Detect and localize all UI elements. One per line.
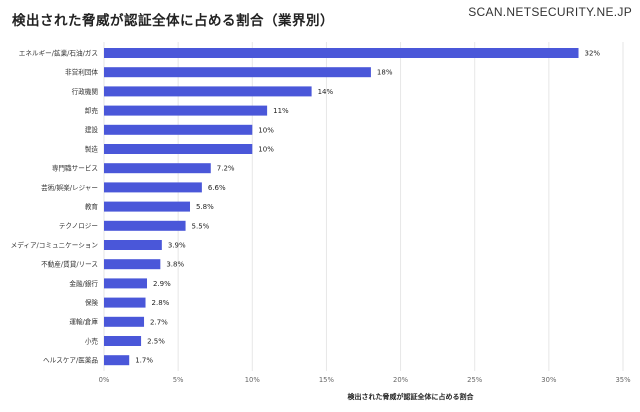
value-label: 14% (318, 88, 334, 96)
category-label: 専門職サービス (52, 164, 98, 173)
watermark: SCAN.NETSECURITY.NE.JP (468, 5, 632, 19)
bars (104, 48, 579, 366)
bar (104, 182, 202, 193)
value-label: 6.6% (208, 184, 226, 192)
bar (104, 48, 579, 58)
bar (104, 336, 142, 346)
value-label: 5.8% (196, 203, 214, 211)
x-tick-label: 25% (467, 376, 483, 384)
bar (104, 67, 371, 78)
labels: 0% 5% 10% 15% 20% 25% 30% 35% エネルギー/鉱業/石油/ガス 32% 非… (11, 48, 631, 384)
x-tick-label: 30% (541, 376, 557, 384)
bar (104, 201, 191, 212)
x-tick-label: 0% (99, 376, 110, 384)
category-label: 運輸/倉庫 (69, 317, 98, 326)
x-tick-label: 10% (245, 376, 261, 384)
category-label: ヘルスケア/医薬品 (43, 356, 98, 365)
category-label: 建設 (85, 125, 99, 134)
category-label: 不動産/賃貸/リース (41, 260, 98, 269)
bar (104, 86, 312, 97)
value-label: 2.7% (150, 318, 168, 326)
chart-title: 検出された脅威が認証全体に占める割合（業界別） (12, 13, 334, 29)
bar (104, 278, 148, 289)
x-tick-label: 35% (615, 376, 631, 384)
value-label: 7.2% (217, 165, 235, 173)
x-tick-label: 15% (319, 376, 335, 384)
category-label: 卸売 (85, 106, 99, 115)
bar (104, 316, 145, 327)
bar (104, 105, 268, 116)
grid-lines (103, 42, 624, 371)
category-label: 小売 (85, 336, 99, 345)
value-label: 3.8% (166, 261, 184, 269)
value-label: 2.8% (152, 299, 170, 307)
category-label: 製造 (85, 144, 99, 153)
value-label: 2.5% (147, 338, 165, 346)
value-label: 11% (273, 107, 289, 115)
value-label: 10% (258, 146, 274, 154)
category-label: テクノロジー (59, 222, 98, 230)
category-label: 非営利団体 (65, 68, 98, 77)
value-label: 2.9% (153, 280, 171, 288)
category-label: エネルギー/鉱業/石油/ガス (19, 48, 98, 57)
value-label: 32% (585, 50, 601, 58)
bar (104, 297, 146, 308)
bar (104, 259, 161, 270)
value-label: 5.5% (192, 222, 210, 230)
bar (104, 163, 211, 174)
category-label: 教育 (85, 202, 99, 211)
value-label: 18% (377, 69, 393, 77)
category-label: 芸術/娯楽/レジャー (41, 183, 98, 192)
value-label: 10% (258, 126, 274, 134)
bar (104, 144, 253, 154)
category-label: 保険 (85, 298, 99, 307)
category-label: 行政機関 (72, 87, 99, 96)
bar (104, 240, 162, 250)
category-label: メディア/コミュニケーション (11, 240, 99, 249)
x-tick-label: 20% (393, 376, 409, 384)
x-axis-label: 検出された脅威が認証全体に占める割合 (348, 392, 475, 401)
category-label: 金融/銀行 (69, 279, 98, 288)
value-label: 1.7% (135, 357, 153, 365)
x-tick-label: 5% (173, 376, 184, 384)
bar (104, 124, 253, 135)
bar (104, 355, 130, 366)
value-label: 3.9% (168, 242, 186, 250)
bar (104, 220, 186, 231)
